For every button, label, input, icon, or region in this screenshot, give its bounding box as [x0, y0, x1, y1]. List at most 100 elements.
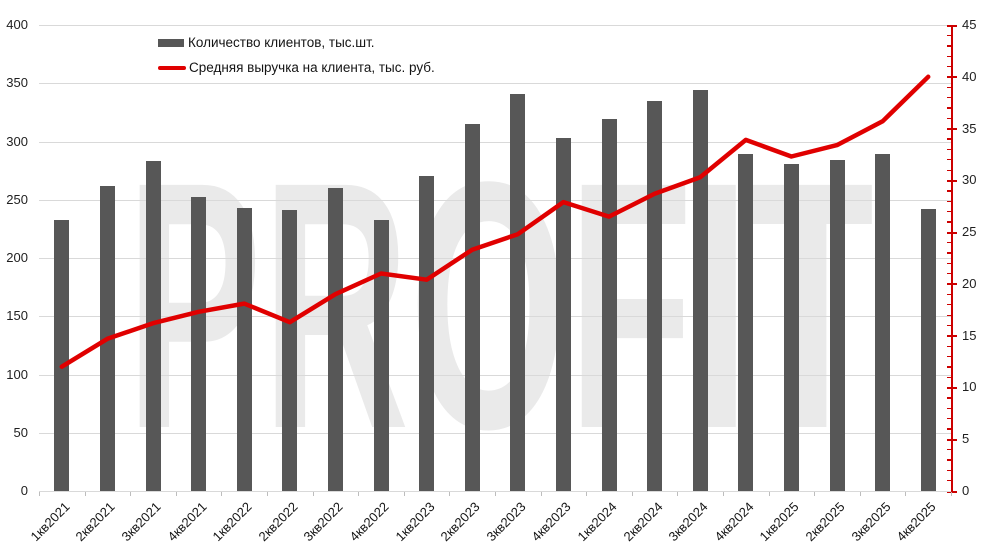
right-axis-tick-label: 20 — [962, 275, 977, 291]
x-axis-line — [39, 491, 951, 492]
right-axis-minor-tick — [947, 314, 951, 316]
x-axis-tick — [768, 492, 770, 496]
right-axis-minor-tick — [947, 345, 951, 347]
bar-1кв2025 — [783, 163, 799, 491]
bar-2кв2024 — [647, 100, 663, 491]
right-axis-major-tick — [947, 231, 957, 234]
right-axis-minor-tick — [947, 65, 951, 68]
x-axis-tick — [130, 492, 132, 496]
right-axis-minor-tick — [947, 480, 951, 482]
right-axis-major-tick — [947, 438, 957, 441]
x-axis-tick — [449, 492, 451, 496]
right-axis-major-tick — [947, 128, 957, 131]
bar-3кв2023 — [510, 93, 526, 491]
x-axis-tick — [586, 492, 588, 496]
right-axis-tick-label: 45 — [962, 17, 977, 32]
right-axis-minor-tick — [947, 190, 951, 192]
legend-label-bars: Количество клиентов, тыс.шт. — [188, 35, 375, 50]
left-axis-tick-label: 50 — [13, 424, 28, 440]
x-axis-tick — [631, 492, 633, 496]
right-axis-minor-tick — [947, 449, 951, 451]
right-axis-minor-tick — [947, 210, 951, 213]
x-axis-tick — [905, 492, 907, 496]
line-series-swatch — [158, 65, 186, 70]
right-axis-minor-tick — [947, 407, 951, 410]
right-axis-tick-label: 40 — [962, 68, 977, 84]
right-axis-tick-label: 10 — [962, 379, 977, 395]
bar-2кв2023 — [464, 124, 480, 491]
left-axis-tick-label: 200 — [6, 250, 28, 265]
right-axis-minor-tick — [947, 428, 951, 430]
x-axis-tick — [540, 492, 542, 496]
right-axis-major-tick — [947, 179, 957, 182]
right-axis-tick-label: 25 — [962, 224, 977, 240]
bar-1кв2022 — [236, 207, 252, 491]
right-axis-minor-tick — [947, 366, 951, 368]
bar-3кв2024 — [692, 90, 708, 491]
bar-series-swatch — [158, 38, 184, 47]
right-axis-tick-label: 35 — [962, 120, 977, 136]
bar-3кв2025 — [875, 154, 891, 491]
right-axis-minor-tick — [947, 117, 951, 120]
right-axis-major-tick — [947, 335, 957, 338]
right-axis-minor-tick — [947, 159, 951, 161]
x-axis-tick — [39, 492, 40, 496]
right-axis-tick-label: 0 — [962, 483, 970, 498]
x-axis-tick — [677, 492, 679, 496]
legend: Количество клиентов, тыс.шт. Средняя выр… — [158, 35, 435, 85]
line-series — [59, 74, 931, 369]
right-axis-minor-tick — [947, 242, 951, 244]
x-axis-tick — [312, 492, 314, 496]
right-axis-minor-tick — [947, 324, 951, 327]
legend-label-line: Средняя выручка на клиента, тыс. руб. — [189, 60, 435, 75]
gridline — [39, 199, 951, 201]
x-axis-tick — [403, 492, 405, 496]
right-axis-minor-tick — [947, 355, 951, 358]
right-axis-tick-label: 5 — [962, 431, 970, 447]
bar-4кв2024 — [738, 154, 754, 491]
bar-4кв2021 — [191, 197, 207, 491]
right-axis-line — [951, 25, 953, 492]
right-axis-minor-tick — [947, 252, 951, 254]
x-axis-tick — [951, 492, 952, 496]
right-axis-tick-label: 30 — [962, 172, 977, 188]
right-axis-major-tick — [947, 76, 957, 79]
right-axis-major-tick — [947, 386, 957, 389]
bar-3кв2021 — [145, 161, 161, 491]
gridline — [39, 258, 951, 259]
left-axis: 0 50 100 150 200 250 300 350 400 — [0, 17, 28, 498]
right-axis-minor-tick — [947, 262, 951, 265]
left-axis-tick-label: 100 — [6, 366, 28, 382]
x-axis-tick — [267, 492, 268, 496]
bar-1кв2021 — [54, 219, 70, 491]
left-axis-tick-label: 350 — [6, 75, 28, 91]
bar-4кв2025 — [920, 209, 936, 491]
left-axis-tick-label: 150 — [6, 308, 28, 324]
right-axis-minor-tick — [947, 459, 951, 461]
right-axis-major-tick — [947, 24, 957, 27]
right-axis-minor-tick — [947, 86, 951, 88]
bar-4кв2022 — [373, 219, 389, 491]
right-axis-minor-tick — [947, 169, 951, 171]
left-axis-tick-label: 250 — [6, 191, 28, 207]
gridline — [39, 316, 951, 318]
right-axis-minor-tick — [947, 107, 951, 109]
gridline — [39, 374, 951, 376]
legend-item-line: Средняя выручка на клиента, тыс. руб. — [158, 60, 435, 75]
right-axis-minor-tick — [947, 97, 951, 99]
right-axis-minor-tick — [947, 273, 951, 275]
x-axis-tick — [221, 492, 223, 496]
right-axis-minor-tick — [947, 138, 951, 140]
right-axis-minor-tick — [947, 376, 951, 378]
right-axis-minor-tick — [947, 221, 951, 223]
right-axis-tick-label: 15 — [962, 327, 977, 343]
gridline — [39, 432, 951, 434]
bar-1кв2023 — [419, 176, 435, 491]
x-axis-tick — [84, 492, 86, 496]
revenue-line — [59, 74, 931, 369]
right-axis-minor-tick — [947, 34, 951, 37]
x-axis-tick — [814, 492, 816, 496]
right-axis-minor-tick — [947, 304, 951, 306]
left-axis-tick-label: 0 — [20, 483, 28, 498]
